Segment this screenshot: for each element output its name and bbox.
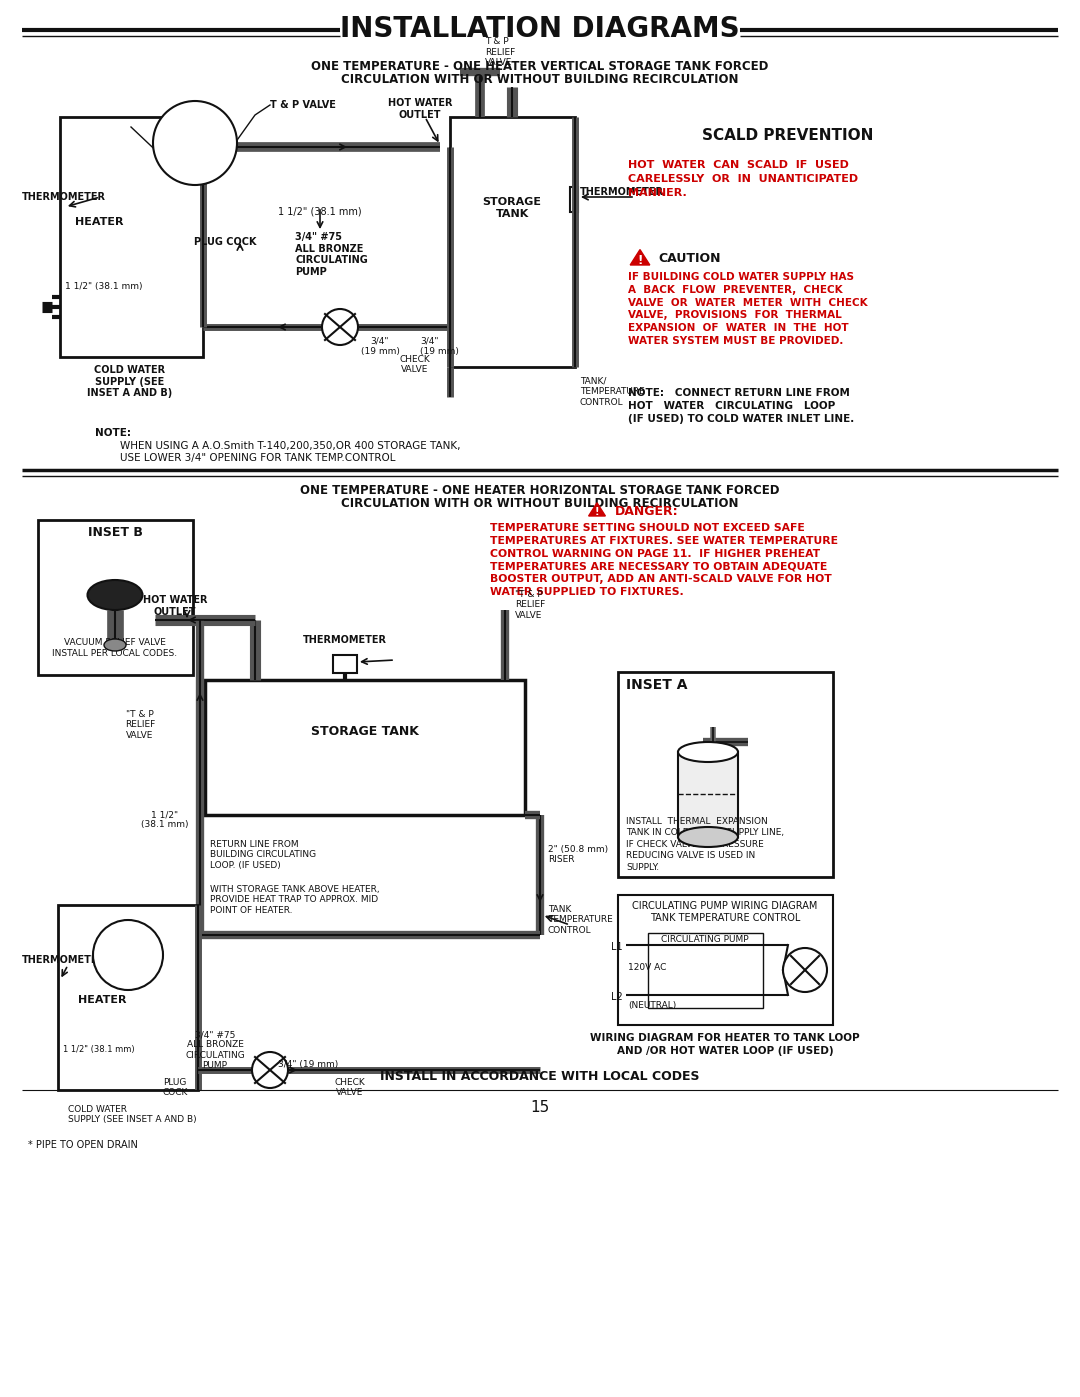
Text: THERMOMETER: THERMOMETER	[580, 187, 664, 197]
Text: 1 1/2" (38.1 mm): 1 1/2" (38.1 mm)	[279, 207, 362, 217]
Text: ONE TEMPERATURE - ONE HEATER VERTICAL STORAGE TANK FORCED: ONE TEMPERATURE - ONE HEATER VERTICAL ST…	[311, 60, 769, 73]
Text: INSET A: INSET A	[626, 678, 688, 692]
Text: !: !	[637, 254, 643, 267]
Text: 1 1/2" (38.1 mm): 1 1/2" (38.1 mm)	[65, 282, 143, 291]
Text: PLUG COCK: PLUG COCK	[193, 237, 256, 247]
Text: 120V AC: 120V AC	[627, 963, 666, 972]
Text: 1 1/2" (38.1 mm): 1 1/2" (38.1 mm)	[63, 1045, 135, 1053]
Circle shape	[153, 101, 237, 184]
Text: 3/4"
(19 mm): 3/4" (19 mm)	[361, 337, 400, 356]
Ellipse shape	[678, 827, 738, 847]
Polygon shape	[589, 503, 606, 515]
Text: DANGER:: DANGER:	[615, 504, 678, 518]
Text: T & P
RELIEF
VALVE: T & P RELIEF VALVE	[485, 38, 515, 67]
Text: SCALD PREVENTION: SCALD PREVENTION	[702, 129, 874, 142]
Circle shape	[93, 921, 163, 990]
Bar	[58, 905, 198, 1090]
Text: WITH STORAGE TANK ABOVE HEATER,
PROVIDE HEAT TRAP TO APPROX. MID
POINT OF HEATER: WITH STORAGE TANK ABOVE HEATER, PROVIDE …	[210, 886, 380, 915]
Text: 3/4" #75
ALL BRONZE
CIRCULATING
PUMP: 3/4" #75 ALL BRONZE CIRCULATING PUMP	[295, 232, 368, 277]
Text: THERMOMETER: THERMOMETER	[22, 191, 106, 203]
Text: 2" (50.8 mm)
RISER: 2" (50.8 mm) RISER	[548, 845, 608, 865]
Text: L1: L1	[611, 942, 623, 951]
Circle shape	[322, 309, 357, 345]
Text: HOT WATER
OUTLET: HOT WATER OUTLET	[388, 98, 453, 120]
Text: CAUTION: CAUTION	[658, 251, 720, 265]
Text: (NEUTRAL): (NEUTRAL)	[627, 1002, 676, 1010]
Text: USE LOWER 3/4" OPENING FOR TANK TEMP.CONTROL: USE LOWER 3/4" OPENING FOR TANK TEMP.CON…	[120, 453, 395, 462]
Text: COLD WATER
SUPPLY (SEE
INSET A AND B): COLD WATER SUPPLY (SEE INSET A AND B)	[87, 365, 173, 398]
Text: CIRCULATING PUMP WIRING DIAGRAM: CIRCULATING PUMP WIRING DIAGRAM	[632, 901, 818, 911]
Ellipse shape	[678, 742, 738, 761]
Text: 3/4" #75
ALL BRONZE
CIRCULATING
PUMP: 3/4" #75 ALL BRONZE CIRCULATING PUMP	[185, 1030, 245, 1070]
Text: CIRCULATING PUMP: CIRCULATING PUMP	[661, 935, 748, 944]
Text: L2: L2	[611, 992, 623, 1002]
Text: TANK TEMPERATURE CONTROL: TANK TEMPERATURE CONTROL	[650, 914, 800, 923]
Text: PLUG
COCK: PLUG COCK	[162, 1078, 188, 1098]
Bar	[205, 680, 525, 814]
Text: HOT WATER
OUTLET: HOT WATER OUTLET	[143, 595, 207, 616]
Text: INSTALLATION DIAGRAMS: INSTALLATION DIAGRAMS	[340, 15, 740, 43]
Ellipse shape	[104, 638, 126, 651]
Text: WIRING DIAGRAM FOR HEATER TO TANK LOOP: WIRING DIAGRAM FOR HEATER TO TANK LOOP	[590, 1032, 860, 1044]
Bar	[678, 752, 738, 837]
Text: CHECK
VALVE: CHECK VALVE	[400, 355, 430, 374]
Text: STORAGE
TANK: STORAGE TANK	[483, 197, 541, 218]
Bar	[333, 655, 357, 673]
Text: THERMOMETER: THERMOMETER	[303, 636, 387, 645]
Text: T & P VALVE: T & P VALVE	[270, 101, 336, 110]
Text: CHECK
VALVE: CHECK VALVE	[335, 1078, 365, 1098]
Polygon shape	[631, 250, 650, 265]
Text: CIRCULATION WITH OR WITHOUT BUILDING RECIRCULATION: CIRCULATION WITH OR WITHOUT BUILDING REC…	[341, 497, 739, 510]
Text: WHEN USING A A.O.Smith T-140,200,350,OR 400 STORAGE TANK,: WHEN USING A A.O.Smith T-140,200,350,OR …	[120, 441, 460, 451]
Bar	[570, 187, 578, 212]
Text: 15: 15	[530, 1099, 550, 1115]
Text: AND /OR HOT WATER LOOP (IF USED): AND /OR HOT WATER LOOP (IF USED)	[617, 1046, 834, 1056]
Text: HEATER: HEATER	[78, 995, 126, 1004]
Bar	[618, 672, 833, 877]
Text: 3/4"
(19 mm): 3/4" (19 mm)	[420, 337, 459, 356]
Text: RETURN LINE FROM
BUILDING CIRCULATING
LOOP. (IF USED): RETURN LINE FROM BUILDING CIRCULATING LO…	[210, 840, 316, 870]
Text: COLD WATER
SUPPLY (SEE INSET A AND B): COLD WATER SUPPLY (SEE INSET A AND B)	[68, 1105, 197, 1125]
Circle shape	[252, 1052, 288, 1088]
Text: CIRCULATION WITH OR WITHOUT BUILDING RECIRCULATION: CIRCULATION WITH OR WITHOUT BUILDING REC…	[341, 73, 739, 87]
Text: INSTALL IN ACCORDANCE WITH LOCAL CODES: INSTALL IN ACCORDANCE WITH LOCAL CODES	[380, 1070, 700, 1083]
Ellipse shape	[87, 580, 143, 610]
Text: !: !	[595, 507, 599, 517]
Bar	[450, 117, 575, 367]
Bar	[38, 520, 193, 675]
Text: INSET B: INSET B	[87, 527, 143, 539]
Text: HOT  WATER  CAN  SCALD  IF  USED
CARELESSLY  OR  IN  UNANTICIPATED
MANNER.: HOT WATER CAN SCALD IF USED CARELESSLY O…	[627, 161, 859, 198]
Text: 1 1/2"
(38.1 mm): 1 1/2" (38.1 mm)	[141, 810, 189, 830]
Circle shape	[783, 949, 827, 992]
Text: TEMPERATURE SETTING SHOULD NOT EXCEED SAFE
TEMPERATURES AT FIXTURES. SEE WATER T: TEMPERATURE SETTING SHOULD NOT EXCEED SA…	[490, 522, 838, 597]
Text: TANK/
TEMPERATURE
CONTROL: TANK/ TEMPERATURE CONTROL	[580, 377, 645, 407]
Text: "T & P
RELIEF
VALVE: "T & P RELIEF VALVE	[515, 590, 545, 620]
Text: NOTE:: NOTE:	[95, 427, 131, 439]
Bar	[618, 895, 833, 1025]
Text: IF BUILDING COLD WATER SUPPLY HAS
A  BACK  FLOW  PREVENTER,  CHECK
VALVE  OR  WA: IF BUILDING COLD WATER SUPPLY HAS A BACK…	[627, 272, 867, 346]
Text: HEATER: HEATER	[75, 217, 123, 226]
Text: NOTE:   CONNECT RETURN LINE FROM
HOT   WATER   CIRCULATING   LOOP
(IF USED) TO C: NOTE: CONNECT RETURN LINE FROM HOT WATER…	[627, 388, 854, 425]
Text: ONE TEMPERATURE - ONE HEATER HORIZONTAL STORAGE TANK FORCED: ONE TEMPERATURE - ONE HEATER HORIZONTAL …	[300, 483, 780, 497]
Text: VACUUM RELIEF VALVE
INSTALL PER LOCAL CODES.: VACUUM RELIEF VALVE INSTALL PER LOCAL CO…	[53, 638, 177, 658]
Text: * PIPE TO OPEN DRAIN: * PIPE TO OPEN DRAIN	[28, 1140, 138, 1150]
Text: STORAGE TANK: STORAGE TANK	[311, 725, 419, 738]
Text: INSTALL  THERMAL  EXPANSION
TANK IN COLD WATER SUPPLY LINE,
IF CHECK VALVE OR PR: INSTALL THERMAL EXPANSION TANK IN COLD W…	[626, 817, 784, 872]
Text: "T & P
RELIEF
VALVE: "T & P RELIEF VALVE	[125, 710, 156, 740]
Text: THERMOMETER: THERMOMETER	[22, 956, 106, 965]
Bar	[648, 933, 762, 1009]
Bar	[60, 117, 203, 358]
Text: TANK
TEMPERATURE
CONTROL: TANK TEMPERATURE CONTROL	[548, 905, 612, 935]
Text: 3/4" (19 mm): 3/4" (19 mm)	[278, 1060, 338, 1069]
